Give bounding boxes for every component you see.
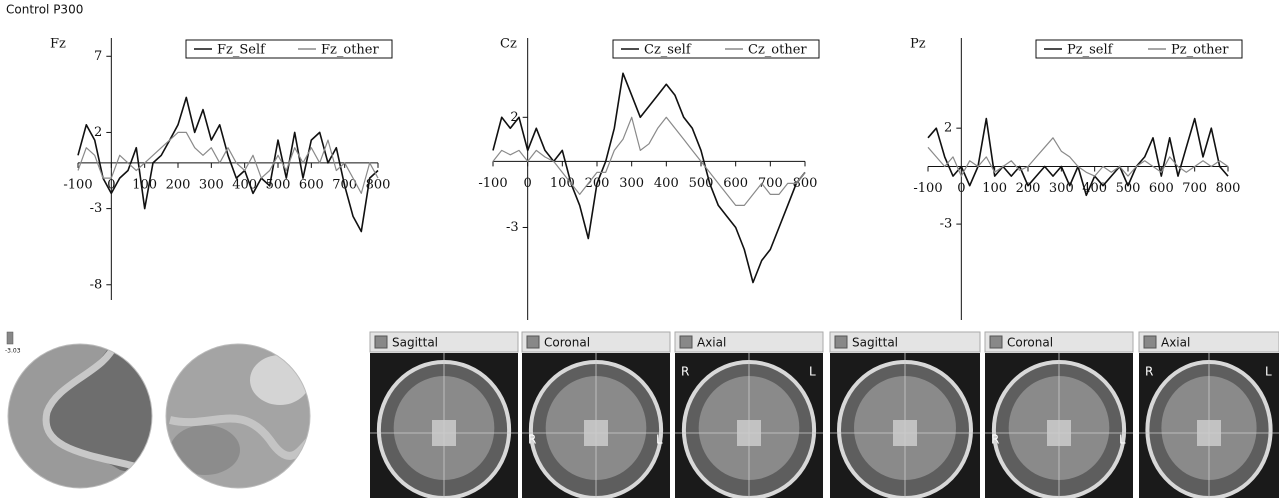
x-tick-label: 600 xyxy=(1149,181,1174,196)
x-tick-label: 300 xyxy=(199,177,224,192)
panel-icon xyxy=(990,336,1002,348)
panel-title: Sagittal xyxy=(852,336,898,350)
series-line xyxy=(78,97,378,231)
orientation-label: L xyxy=(1265,365,1272,379)
orientation-label: R xyxy=(1145,365,1153,379)
x-tick-label: 100 xyxy=(982,181,1007,196)
legend-label: Cz_self xyxy=(644,43,692,58)
orientation-label: L xyxy=(656,433,663,447)
x-tick-label: 200 xyxy=(166,177,191,192)
scale-label: -3.03 xyxy=(5,348,21,355)
x-tick-label: 600 xyxy=(723,176,748,191)
figure-title: Control P300 xyxy=(6,3,83,17)
x-tick-label: 500 xyxy=(1116,181,1141,196)
x-tick-label: 0 xyxy=(107,177,115,192)
x-tick-label: -100 xyxy=(478,176,507,191)
topomap xyxy=(8,344,160,488)
legend-label: Pz_self xyxy=(1067,43,1114,58)
y-axis-label: Fz xyxy=(50,37,66,52)
panel-title: Coronal xyxy=(1007,336,1053,350)
panel-title: Sagittal xyxy=(392,336,438,350)
panel-icon xyxy=(375,336,387,348)
panel-icon xyxy=(1144,336,1156,348)
topomap-region xyxy=(250,355,310,405)
x-tick-label: 0 xyxy=(957,181,965,196)
panel-icon xyxy=(680,336,692,348)
color-scale xyxy=(7,332,13,344)
panel-icon xyxy=(835,336,847,348)
orientation-label: R xyxy=(528,433,536,447)
legend-label: Cz_other xyxy=(748,43,807,58)
legend-label: Fz_Self xyxy=(217,43,266,58)
y-axis-label: Pz xyxy=(910,37,926,52)
x-tick-label: 200 xyxy=(1016,181,1041,196)
legend-label: Fz_other xyxy=(321,43,379,58)
x-tick-label: 0 xyxy=(524,176,532,191)
x-tick-label: 400 xyxy=(232,177,257,192)
x-tick-label: 600 xyxy=(299,177,324,192)
y-tick-label: 2 xyxy=(94,125,102,140)
panel-title: Coronal xyxy=(544,336,590,350)
y-tick-label: -3 xyxy=(90,201,103,216)
panel-header xyxy=(1139,332,1279,352)
x-tick-label: -100 xyxy=(913,181,942,196)
x-tick-label: 800 xyxy=(1216,181,1241,196)
y-tick-label: 2 xyxy=(944,121,952,136)
figure: Control P300 Fz72-3-8-100010020030040050… xyxy=(0,0,1279,498)
y-tick-label: 7 xyxy=(94,49,102,64)
y-axis-label: Cz xyxy=(500,37,517,52)
orientation-label: R xyxy=(681,365,689,379)
topomap-region xyxy=(170,425,240,475)
y-tick-label: -3 xyxy=(940,217,953,232)
topomap xyxy=(166,344,310,488)
legend-label: Pz_other xyxy=(1171,43,1229,58)
orientation-label: L xyxy=(1119,433,1126,447)
panel-title: Axial xyxy=(697,336,726,350)
panel-title: Axial xyxy=(1161,336,1190,350)
x-tick-label: 100 xyxy=(132,177,157,192)
y-tick-label: -8 xyxy=(90,277,103,292)
x-tick-label: 700 xyxy=(1182,181,1207,196)
y-tick-label: -3 xyxy=(506,220,519,235)
x-tick-label: 300 xyxy=(619,176,644,191)
panel-icon xyxy=(527,336,539,348)
x-tick-label: -100 xyxy=(63,177,92,192)
x-tick-label: 400 xyxy=(654,176,679,191)
orientation-label: R xyxy=(991,433,999,447)
orientation-label: L xyxy=(809,365,816,379)
